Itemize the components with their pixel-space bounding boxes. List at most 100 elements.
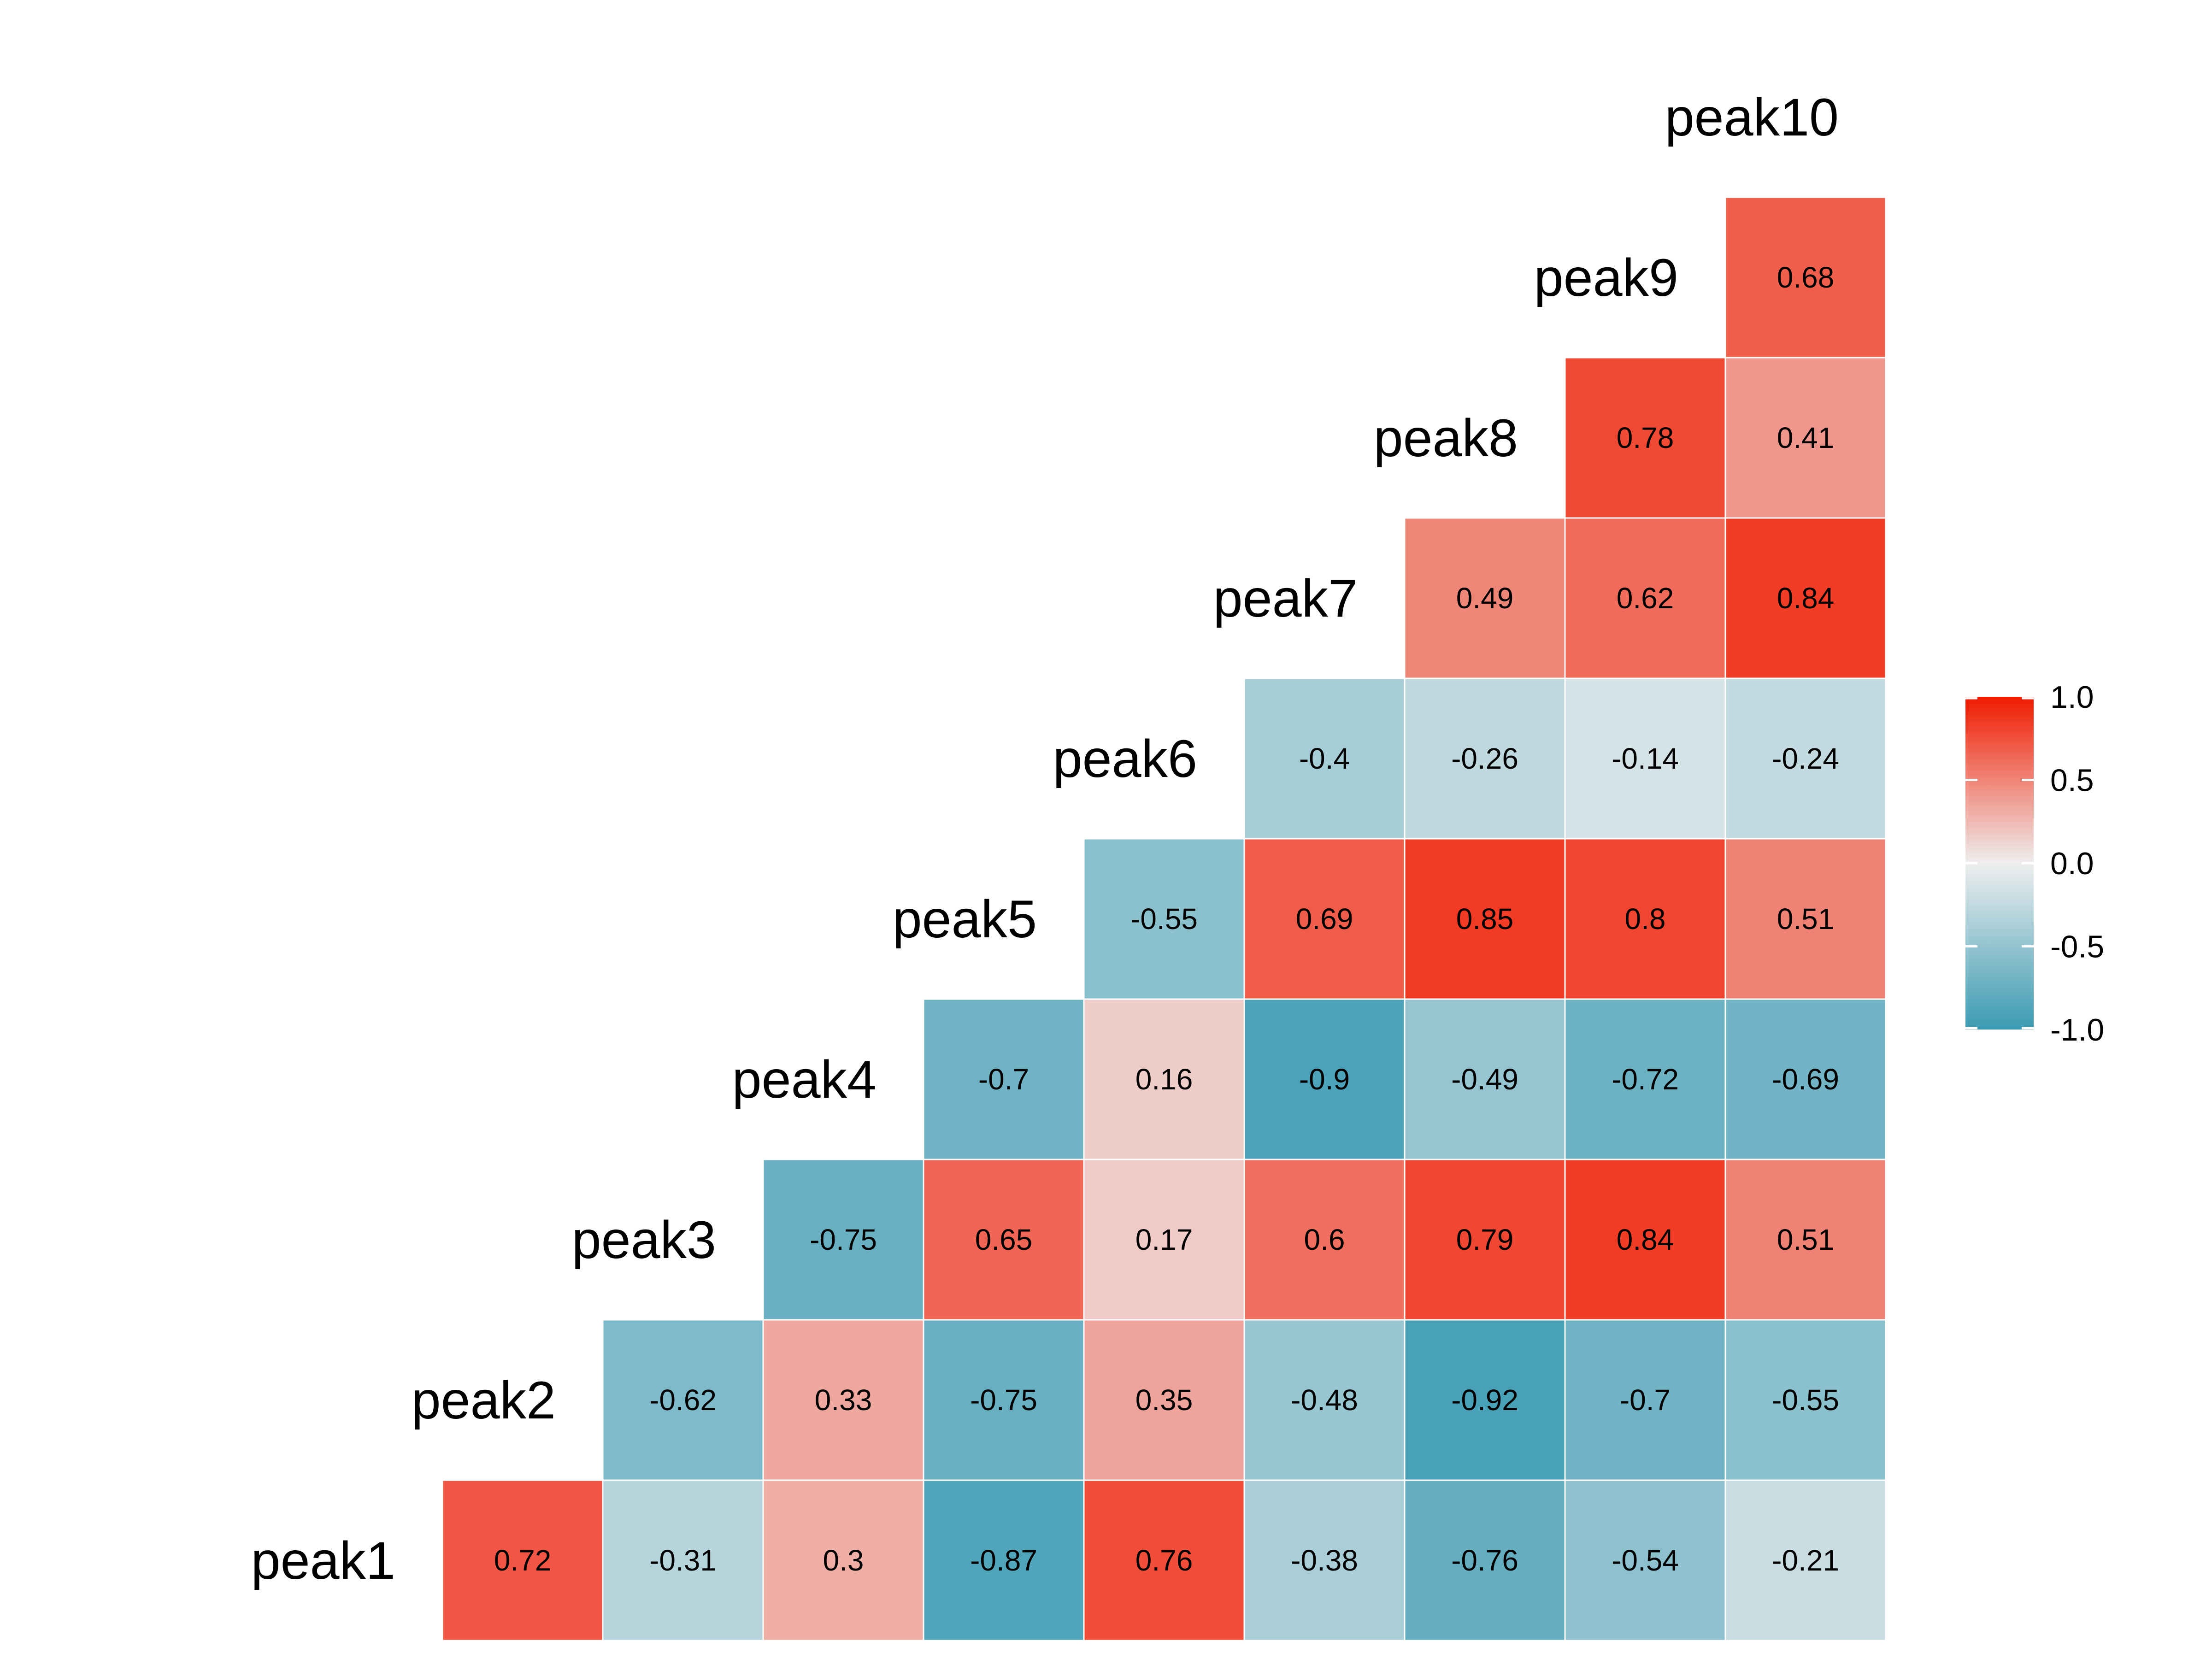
row-label-peak5: peak5 [893, 890, 1037, 949]
heatmap-cell-value: 0.69 [1296, 902, 1353, 935]
heatmap-cell: -0.31 [602, 1479, 764, 1641]
heatmap-cell-value: -0.62 [649, 1383, 717, 1417]
heatmap-cell-value: 0.84 [1777, 582, 1835, 615]
row-label-peak3: peak3 [572, 1211, 716, 1270]
heatmap-cell: 0.69 [1243, 838, 1406, 1000]
heatmap-cell: 0.85 [1404, 838, 1566, 1000]
heatmap-cell-value: -0.49 [1451, 1063, 1518, 1096]
heatmap-cell-fill [1564, 1319, 1726, 1481]
heatmap-cell: 0.84 [1564, 1159, 1726, 1321]
heatmap-cell: -0.7 [923, 998, 1085, 1160]
heatmap-cell-value: -0.69 [1772, 1063, 1839, 1096]
heatmap-cell-value: -0.54 [1612, 1544, 1679, 1577]
heatmap-cell: -0.87 [923, 1479, 1085, 1641]
heatmap-cell-fill [1243, 998, 1406, 1160]
heatmap-cell-value: -0.21 [1772, 1544, 1839, 1577]
heatmap-cell-fill [1083, 1159, 1245, 1321]
heatmap-cell-fill [1564, 998, 1726, 1160]
heatmap-cell-value: -0.14 [1612, 742, 1679, 775]
heatmap-cell-value: 0.65 [975, 1223, 1033, 1256]
heatmap-cell-value: -0.31 [649, 1544, 717, 1577]
heatmap-cell: -0.69 [1724, 998, 1887, 1160]
heatmap-cells: 0.72 -0.31 0.3 -0.87 0.76 -0.38 -0.76 -0.54 -0.2… [441, 196, 1887, 1641]
heatmap-cell: -0.75 [762, 1159, 924, 1321]
heatmap-cell-value: 0.84 [1617, 1223, 1674, 1256]
heatmap-cell-value: 0.72 [494, 1544, 552, 1577]
row-label-peak4: peak4 [732, 1050, 877, 1109]
heatmap-cell-value: -0.87 [970, 1544, 1037, 1577]
heatmap-cell: 0.51 [1724, 1159, 1887, 1321]
heatmap-cell-fill [762, 1159, 924, 1321]
heatmap-cell: -0.9 [1243, 998, 1406, 1160]
heatmap-cell: -0.14 [1564, 677, 1726, 840]
heatmap-cell-value: -0.72 [1612, 1063, 1679, 1096]
heatmap-cell-fill [602, 1479, 764, 1641]
colorbar-tick-label: -0.5 [2050, 930, 2104, 965]
heatmap-cell-value: 0.6 [1304, 1223, 1345, 1256]
row-label-peak2: peak2 [412, 1371, 556, 1430]
heatmap-cell-fill [1564, 517, 1726, 679]
heatmap-cell: -0.55 [1724, 1319, 1887, 1481]
heatmap-cell-value: -0.24 [1772, 742, 1839, 775]
heatmap-cell-fill [923, 998, 1085, 1160]
heatmap-cell-fill [1564, 838, 1726, 1000]
heatmap-cell-value: 0.62 [1617, 582, 1674, 615]
heatmap-cell-value: -0.9 [1299, 1063, 1350, 1096]
row-label-peak10: peak10 [1665, 88, 1839, 147]
heatmap-cell: 0.17 [1083, 1159, 1245, 1321]
colorbar-tick-label: 0.5 [2050, 763, 2094, 798]
row-label-peak7: peak7 [1213, 569, 1358, 628]
heatmap-cell-fill [602, 1319, 764, 1481]
heatmap-cell-value: -0.48 [1291, 1383, 1358, 1417]
heatmap-cell: -0.49 [1404, 998, 1566, 1160]
row-label-peak8: peak8 [1374, 409, 1518, 468]
heatmap-cell-value: -0.38 [1291, 1544, 1358, 1577]
heatmap-cell-fill [1083, 838, 1245, 1000]
heatmap-cell: 0.76 [1083, 1479, 1245, 1641]
heatmap-cell-fill [1564, 357, 1726, 519]
colorbar-legend: 1.0 0.5 0.0 -0.5 -1.0 [1965, 680, 2104, 1047]
heatmap-cell-fill [1404, 1319, 1566, 1481]
heatmap-cell: 0.72 [441, 1479, 604, 1641]
heatmap-cell: -0.26 [1404, 677, 1566, 840]
heatmap-cell: 0.16 [1083, 998, 1245, 1160]
heatmap-cell-value: 0.51 [1777, 1223, 1835, 1256]
heatmap-cell-value: 0.78 [1617, 421, 1674, 454]
heatmap-cell-fill [923, 1479, 1085, 1641]
colorbar-tick-label: 1.0 [2050, 680, 2094, 715]
heatmap-cell: 0.62 [1564, 517, 1726, 679]
heatmap-cell-fill [1404, 677, 1566, 840]
heatmap-cell-value: 0.3 [823, 1544, 864, 1577]
heatmap-cell-fill [1564, 1479, 1726, 1641]
heatmap-cell: 0.8 [1564, 838, 1726, 1000]
colorbar-tick-label: -1.0 [2050, 1012, 2104, 1047]
heatmap-cell: 0.51 [1724, 838, 1887, 1000]
heatmap-cell-value: 0.16 [1135, 1063, 1193, 1096]
heatmap-cell: -0.7 [1564, 1319, 1726, 1481]
heatmap-cell: -0.62 [602, 1319, 764, 1481]
heatmap-cell-fill [1724, 196, 1887, 359]
heatmap-cell-value: 0.33 [815, 1383, 872, 1417]
heatmap-cell: -0.21 [1724, 1479, 1887, 1641]
heatmap-cell-value: 0.79 [1456, 1223, 1514, 1256]
colorbar-tick-label: 0.0 [2050, 846, 2094, 881]
row-label-peak1: peak1 [251, 1531, 395, 1590]
row-label-peak6: peak6 [1053, 729, 1197, 788]
heatmap-cell: -0.55 [1083, 838, 1245, 1000]
heatmap-cell-value: 0.85 [1456, 902, 1514, 935]
heatmap-cell: 0.49 [1404, 517, 1566, 679]
heatmap-cell-fill [1724, 838, 1887, 1000]
heatmap-cell: 0.65 [923, 1159, 1085, 1321]
heatmap-cell: 0.33 [762, 1319, 924, 1481]
heatmap-cell-value: -0.26 [1451, 742, 1518, 775]
heatmap-cell-fill [1243, 677, 1406, 840]
heatmap-cell-fill [1724, 1159, 1887, 1321]
heatmap-cell-value: -0.76 [1451, 1544, 1518, 1577]
heatmap-cell-value: -0.55 [1130, 902, 1198, 935]
heatmap-cell-value: 0.35 [1135, 1383, 1193, 1417]
heatmap-cell-value: 0.49 [1456, 582, 1514, 615]
heatmap-cell-fill [1724, 517, 1887, 679]
heatmap-cell-value: -0.7 [978, 1063, 1029, 1096]
heatmap-cell: 0.6 [1243, 1159, 1406, 1321]
heatmap-cell: 0.41 [1724, 357, 1887, 519]
